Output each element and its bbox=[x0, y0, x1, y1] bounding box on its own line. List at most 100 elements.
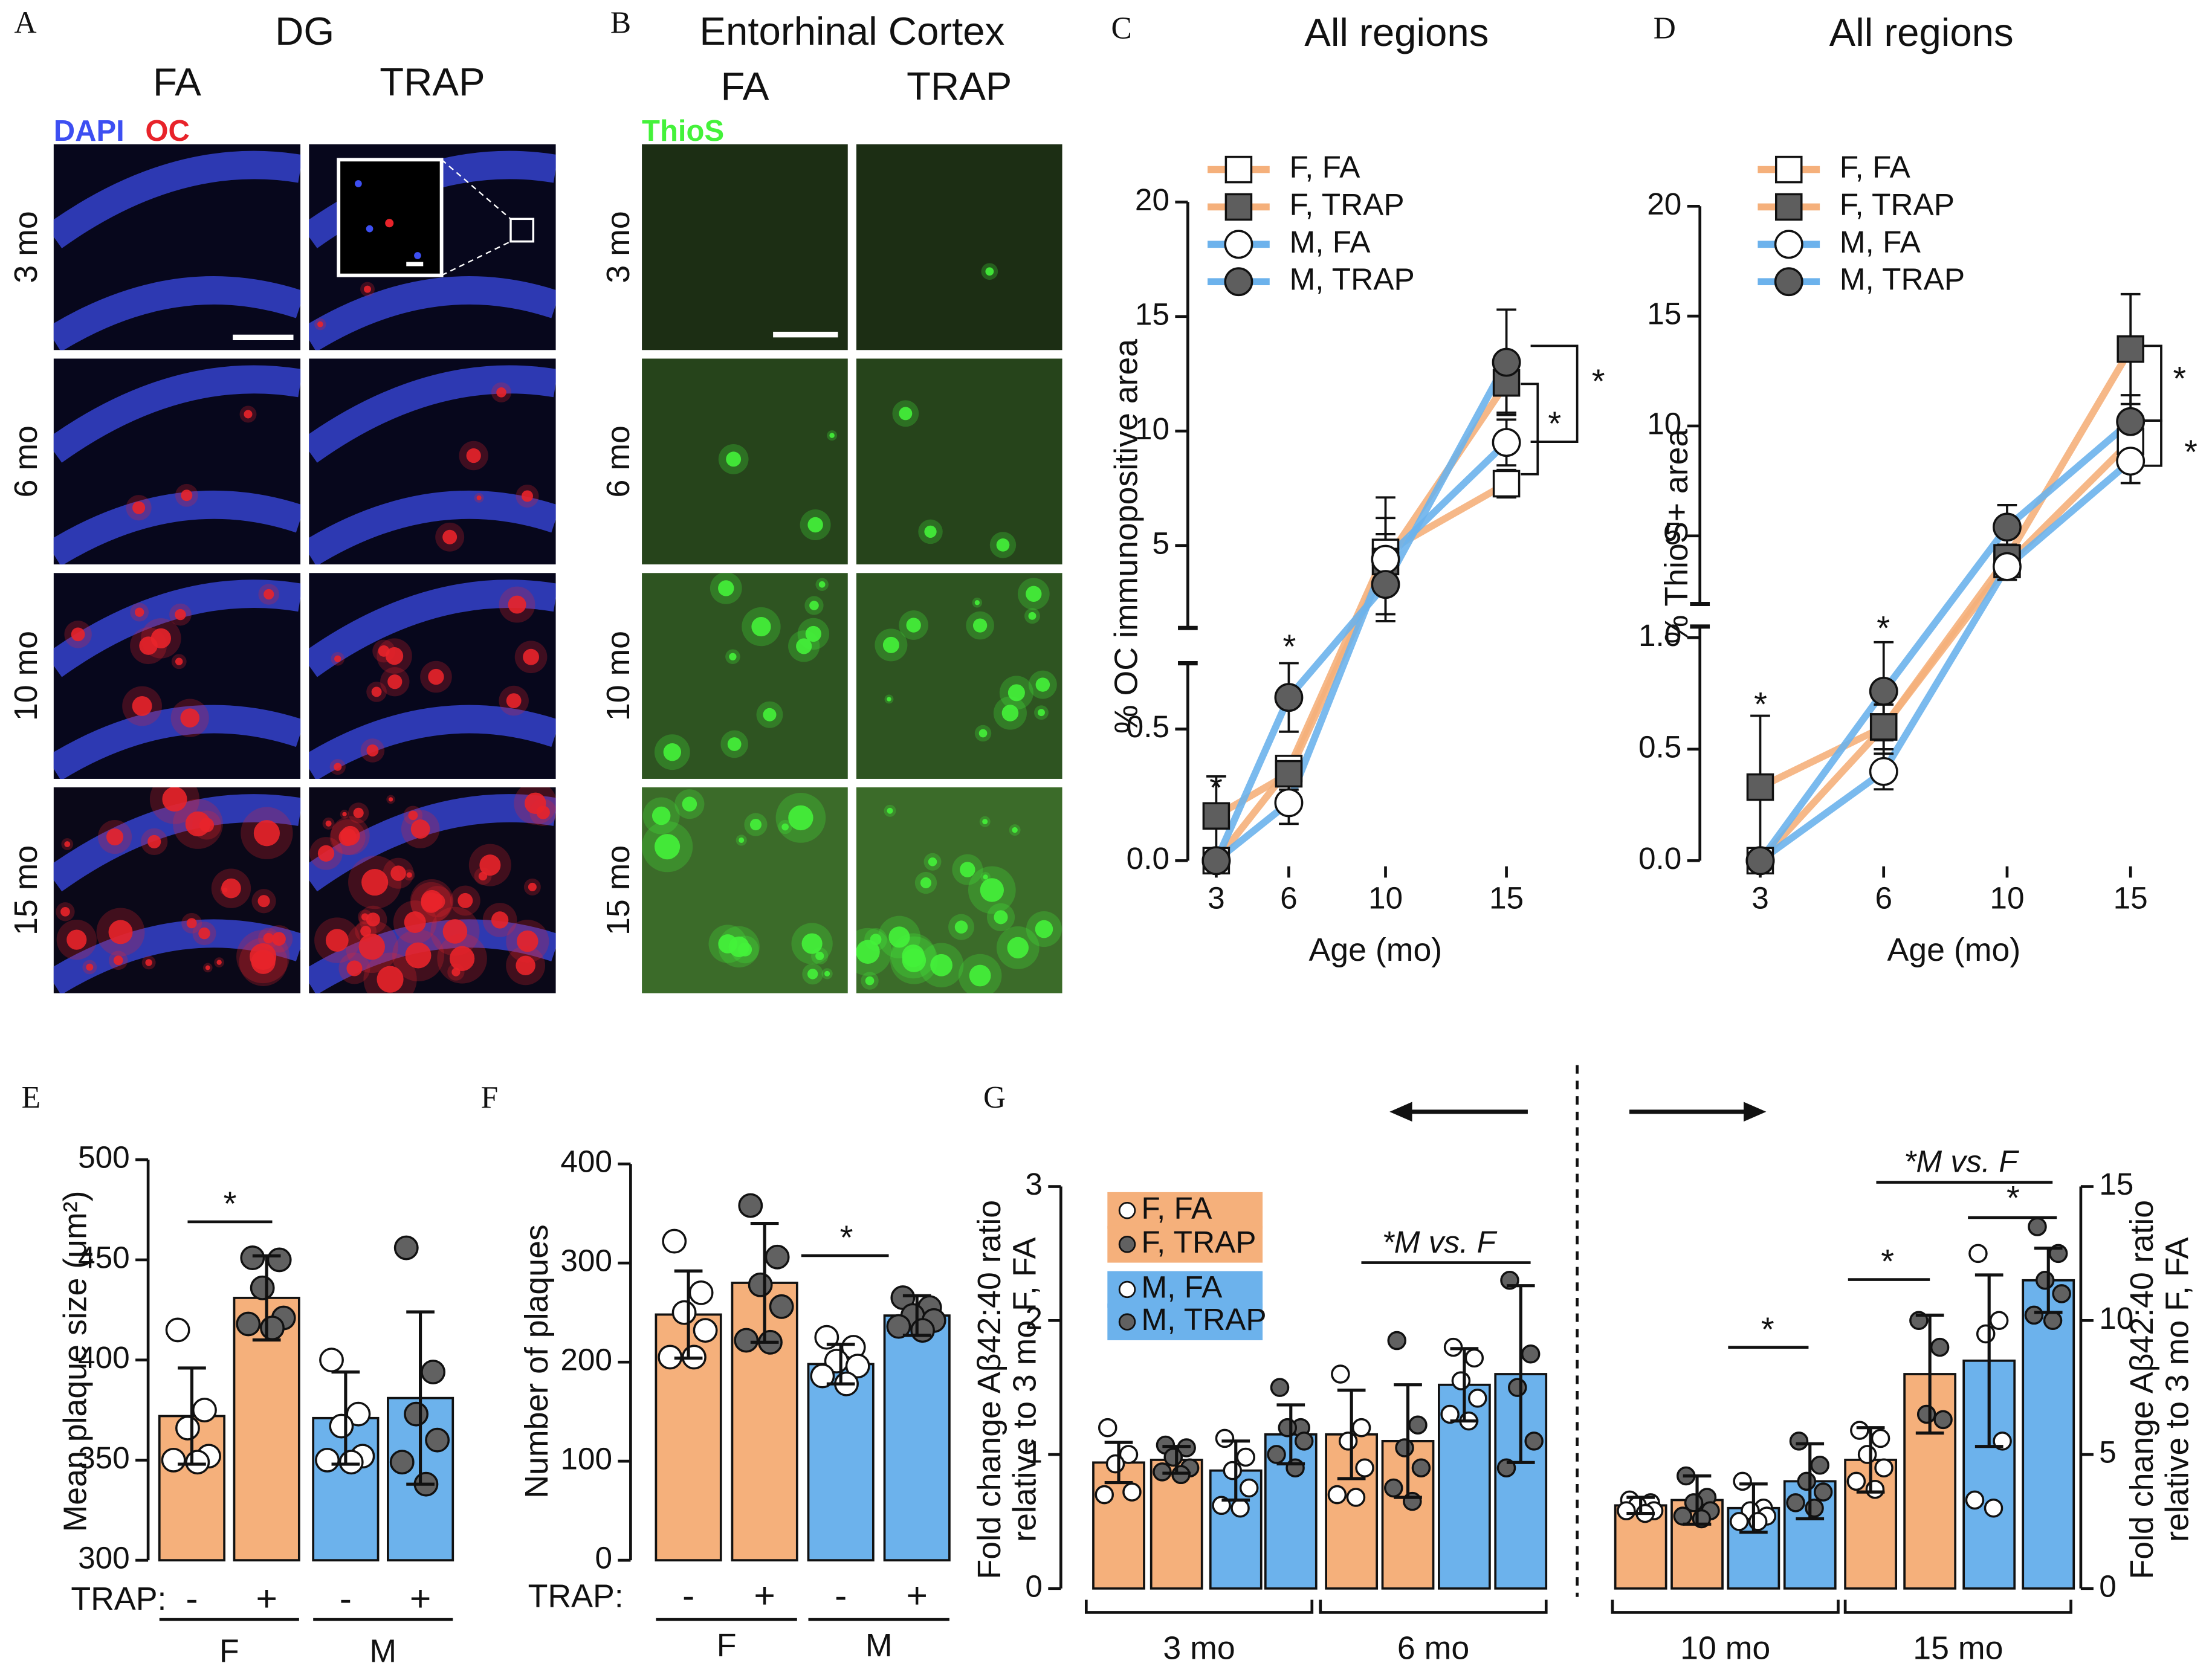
plaque bbox=[244, 410, 253, 419]
plaque bbox=[521, 490, 533, 502]
legend-marker bbox=[1224, 267, 1253, 297]
x-tick-label: 6 bbox=[1280, 880, 1298, 915]
plaque bbox=[788, 805, 813, 831]
plaque bbox=[342, 812, 347, 817]
marker bbox=[2117, 335, 2144, 363]
marker bbox=[1201, 846, 1231, 876]
x-tick-label: 3 bbox=[1208, 880, 1225, 915]
plaque bbox=[751, 616, 771, 637]
data-point bbox=[734, 1328, 759, 1353]
group-label: 15 mo bbox=[1913, 1630, 2003, 1667]
data-point bbox=[1874, 1458, 1893, 1477]
data-point bbox=[671, 1300, 697, 1325]
data-point bbox=[1327, 1485, 1347, 1505]
plaque bbox=[449, 946, 475, 971]
data-point bbox=[1871, 1428, 1890, 1448]
plaque bbox=[924, 525, 937, 538]
group-label: 3 mo bbox=[1163, 1630, 1235, 1667]
error-bar bbox=[1450, 1347, 1479, 1423]
plaque bbox=[870, 934, 882, 946]
micrograph-bg bbox=[856, 358, 1062, 565]
micrograph-cell bbox=[642, 573, 848, 779]
legend-marker bbox=[1774, 155, 1803, 184]
y-tick-label: 1 bbox=[1025, 1435, 1043, 1470]
plaque bbox=[994, 910, 1008, 925]
plaque bbox=[147, 834, 161, 848]
data-point bbox=[260, 1315, 285, 1341]
significance: * bbox=[2007, 1179, 2020, 1217]
plaque bbox=[928, 857, 937, 867]
data-point bbox=[161, 1447, 186, 1473]
legend-label: M, TRAP bbox=[1840, 262, 1965, 297]
error-bar bbox=[1506, 1284, 1535, 1464]
plaque bbox=[818, 581, 826, 588]
plaque bbox=[338, 828, 357, 847]
error-bar bbox=[1856, 1426, 1885, 1494]
marker bbox=[1745, 846, 1775, 876]
row-label: 3 mo bbox=[600, 211, 636, 283]
marker bbox=[2116, 407, 2146, 436]
data-point bbox=[240, 1245, 265, 1271]
plaque bbox=[809, 601, 819, 610]
data-point bbox=[1965, 1490, 1985, 1510]
y-tick-label: 0.0 bbox=[1638, 841, 1681, 876]
plaque bbox=[728, 936, 749, 957]
data-point bbox=[1810, 1456, 1829, 1475]
plaque bbox=[972, 618, 988, 633]
plaque bbox=[325, 929, 349, 952]
y-tick-label: 5 bbox=[1152, 526, 1169, 560]
plaque bbox=[377, 966, 404, 993]
plaque bbox=[264, 589, 274, 600]
plaque bbox=[364, 285, 371, 293]
plaque bbox=[887, 697, 891, 702]
error-bar bbox=[674, 1269, 703, 1360]
plaque bbox=[108, 920, 133, 944]
plaque bbox=[506, 693, 522, 708]
plaque bbox=[175, 608, 186, 621]
plaque bbox=[801, 933, 823, 954]
data-point bbox=[1223, 1461, 1243, 1480]
data-point bbox=[329, 1413, 354, 1439]
y-tick-label: 0.0 bbox=[1127, 841, 1169, 876]
error-bar bbox=[902, 1294, 931, 1337]
y-tick-label: 450 bbox=[78, 1240, 130, 1274]
x-tick-label: 10 bbox=[1990, 880, 2024, 915]
marker bbox=[1869, 676, 1898, 706]
data-point bbox=[1384, 1478, 1403, 1498]
plaque bbox=[405, 942, 432, 969]
group-bracket bbox=[1319, 1599, 1548, 1614]
plaque bbox=[113, 955, 123, 966]
plaque bbox=[442, 529, 458, 544]
data-point bbox=[1673, 1506, 1693, 1526]
x-tick-label: - bbox=[186, 1578, 198, 1619]
plaque bbox=[824, 970, 830, 976]
error-bar bbox=[406, 1310, 435, 1486]
data-point bbox=[688, 1280, 714, 1305]
plaque bbox=[66, 929, 87, 950]
y-tick-label: 350 bbox=[78, 1441, 130, 1475]
plaque bbox=[996, 538, 1010, 552]
bar bbox=[807, 1363, 875, 1561]
micrograph-cell bbox=[856, 358, 1062, 565]
plaque bbox=[476, 495, 482, 500]
panel-letter: A bbox=[14, 5, 36, 40]
inset-link bbox=[441, 159, 511, 220]
plaque bbox=[60, 906, 70, 917]
legend-marker bbox=[1774, 193, 1803, 221]
y-tick-label: 400 bbox=[560, 1144, 612, 1179]
plaque bbox=[1035, 677, 1050, 692]
data-point bbox=[1236, 1447, 1255, 1467]
bracket bbox=[1521, 382, 1539, 476]
plaque bbox=[1028, 612, 1036, 620]
plaque bbox=[385, 219, 394, 228]
plaque bbox=[887, 807, 893, 814]
cell-layer bbox=[309, 794, 556, 892]
legend-label: M, FA bbox=[1840, 225, 1921, 259]
plaque bbox=[906, 618, 921, 633]
y-tick-label: 10 bbox=[2099, 1301, 2133, 1335]
series-line bbox=[1758, 458, 2133, 864]
error-bar bbox=[2034, 1246, 2063, 1314]
data-point bbox=[425, 1427, 450, 1453]
